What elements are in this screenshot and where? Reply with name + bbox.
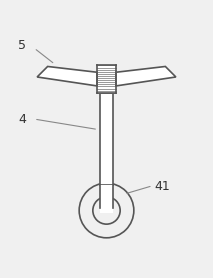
Polygon shape [97, 65, 116, 93]
Text: 5: 5 [18, 39, 26, 52]
Polygon shape [100, 93, 113, 185]
Text: 4: 4 [18, 113, 26, 126]
Polygon shape [100, 185, 113, 213]
Polygon shape [116, 66, 176, 86]
Polygon shape [37, 66, 97, 86]
Text: 41: 41 [155, 180, 171, 193]
